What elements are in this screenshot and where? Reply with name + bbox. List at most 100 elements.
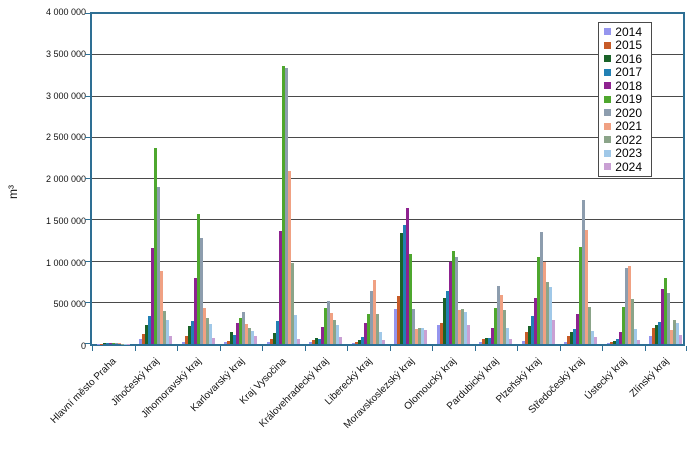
bar [199, 238, 203, 344]
bar [233, 334, 237, 344]
bar-group [432, 14, 475, 344]
bar [500, 294, 504, 344]
gridline [92, 136, 683, 138]
bar [354, 341, 358, 344]
bar [248, 327, 252, 344]
bar [618, 332, 622, 344]
bar [290, 263, 294, 344]
y-tick [85, 178, 91, 179]
bar [533, 297, 537, 344]
bar [479, 341, 483, 344]
legend-swatch-icon [604, 68, 612, 76]
y-tick-label: 1 000 000 [45, 257, 86, 268]
y-tick [85, 343, 91, 344]
legend-entry: 2014 [604, 25, 642, 39]
legend-swatch-icon [604, 41, 612, 49]
bar [655, 325, 659, 344]
bar [588, 306, 592, 344]
y-tick [85, 95, 91, 97]
bar [524, 332, 528, 344]
bar-group [220, 14, 263, 344]
legend: 2014 2015 2016 2017 2018 2019 2020 2021 2022 2023… [598, 22, 652, 177]
legend-label: 2019 [615, 92, 642, 107]
bar-group [602, 14, 645, 344]
y-tick [85, 301, 91, 303]
legend-entry: 2024 [604, 160, 642, 174]
x-tick [219, 346, 221, 351]
legend-entry: 2021 [604, 119, 642, 133]
bar [548, 287, 552, 344]
y-axis-tick-labels: 0 500 000 1 000 000 1 500 000 2 000 000 2 500… [0, 7, 700, 351]
gridline [92, 95, 683, 97]
bar [579, 247, 583, 344]
bar [105, 343, 109, 344]
bar [633, 328, 637, 344]
x-tick [559, 346, 561, 351]
bar [624, 268, 628, 344]
bar [318, 339, 322, 344]
bar [530, 315, 534, 344]
bar [606, 342, 610, 344]
bar [670, 329, 674, 344]
bar [372, 280, 376, 344]
bar [351, 342, 355, 344]
bar [114, 343, 118, 344]
bar-group [177, 14, 220, 344]
bar [160, 270, 164, 344]
bar [403, 225, 407, 344]
bar [245, 324, 249, 344]
bar [457, 310, 461, 344]
bar [636, 339, 640, 344]
bar-group [262, 14, 305, 344]
bar [585, 230, 589, 344]
legend-label: 2016 [615, 51, 642, 66]
bar [157, 187, 161, 344]
legend-label: 2014 [615, 24, 642, 39]
bar [527, 325, 531, 344]
bar [394, 308, 398, 344]
bar [139, 339, 143, 344]
bar [454, 257, 458, 344]
bar [142, 334, 146, 344]
bar [181, 341, 185, 344]
bar [448, 262, 452, 344]
bar [205, 318, 209, 344]
legend-label: 2024 [615, 159, 642, 174]
x-tick [304, 346, 306, 351]
bar [224, 341, 228, 344]
bar [436, 325, 440, 344]
bar [378, 332, 382, 344]
bar [202, 308, 206, 344]
y-tick [85, 219, 91, 221]
bar [102, 343, 106, 344]
bar-group [390, 14, 433, 344]
bar [424, 329, 428, 344]
bar [463, 311, 467, 344]
bar [621, 306, 625, 344]
x-tick [347, 346, 348, 351]
bar [333, 320, 337, 344]
bar [667, 292, 671, 344]
bar [506, 327, 510, 344]
bar [406, 207, 410, 344]
bar [254, 336, 258, 344]
bar [339, 337, 343, 344]
bar [208, 324, 212, 344]
bar [211, 337, 215, 344]
gridline [92, 260, 683, 262]
bar [630, 299, 634, 344]
bar [649, 335, 653, 344]
bar [330, 313, 334, 344]
bar [397, 296, 401, 344]
x-tick [134, 346, 136, 351]
bar [673, 320, 677, 344]
legend-entry: 2020 [604, 106, 642, 120]
bar [509, 339, 513, 344]
bar [363, 322, 367, 344]
bar [573, 329, 577, 344]
y-tick-label: 4 000 000 [45, 7, 86, 17]
y-tick-label: 2 500 000 [45, 132, 86, 143]
y-tick [85, 260, 91, 262]
bar [369, 291, 373, 344]
bar [488, 337, 492, 344]
